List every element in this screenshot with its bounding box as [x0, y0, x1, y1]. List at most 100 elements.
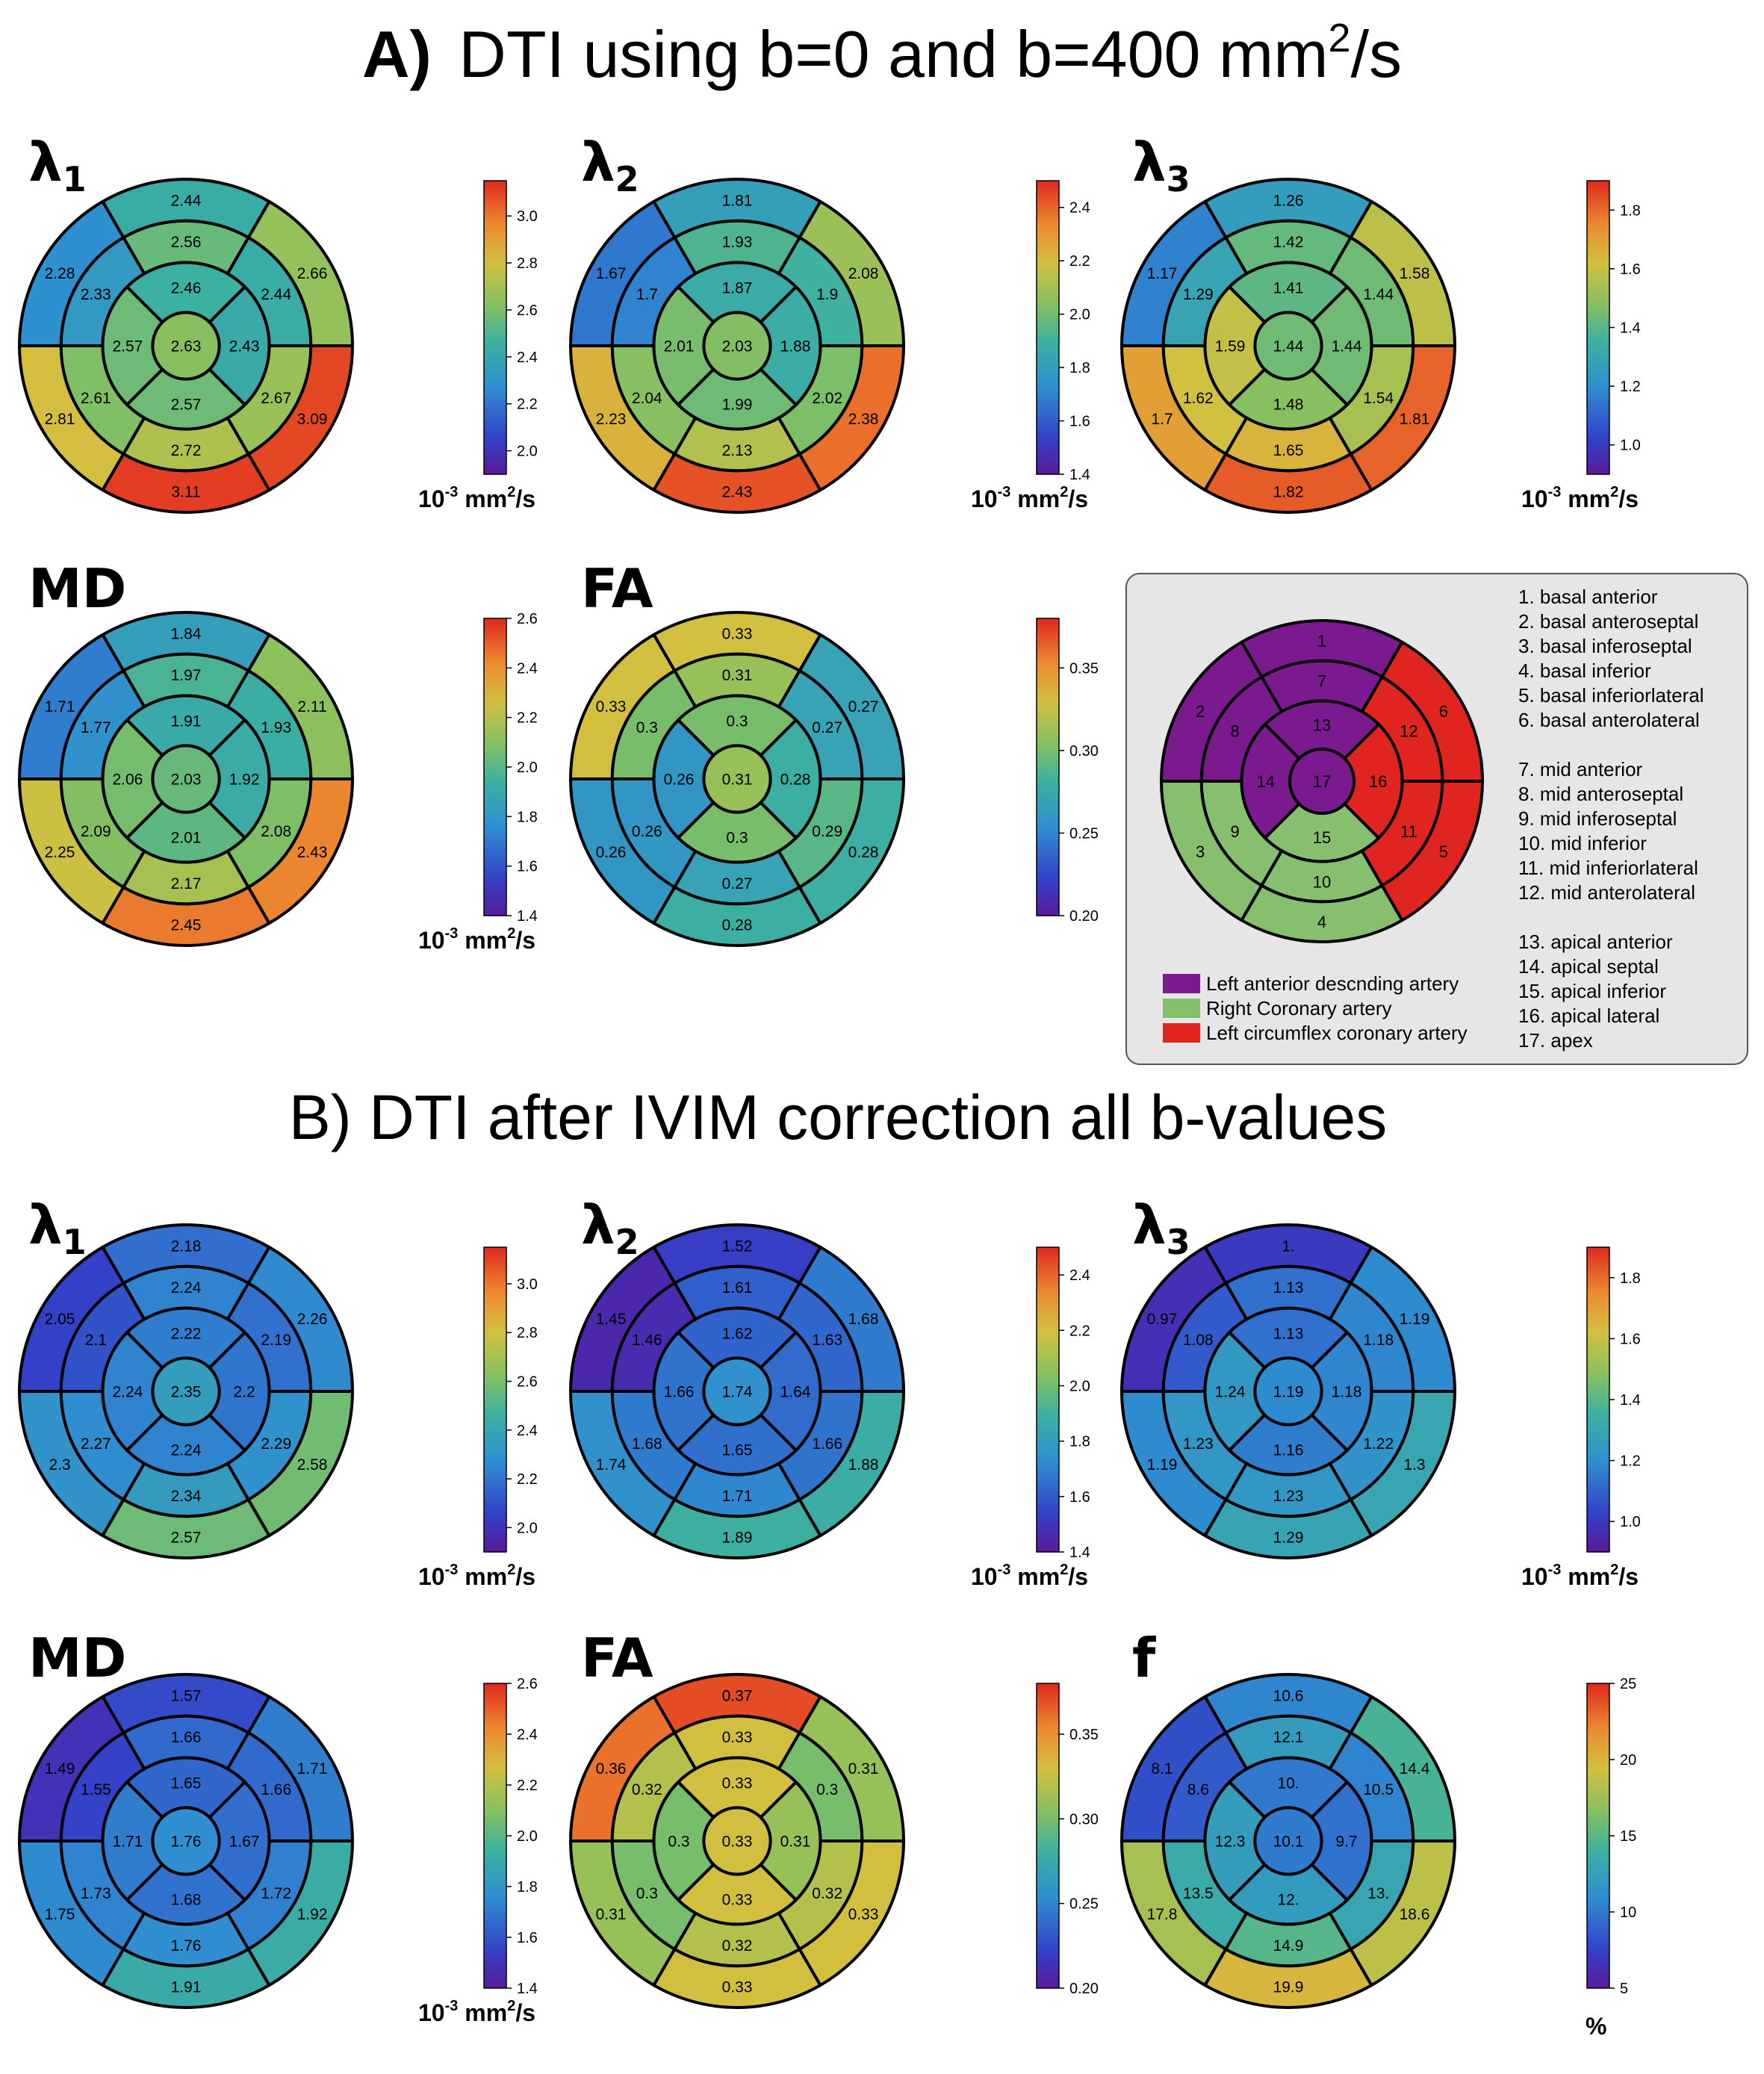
segment-label-2: 1.45	[596, 1311, 627, 1328]
section-a-title: A) DTI using b=0 and b=400 mm2/s	[362, 16, 1402, 91]
segment-label-1: 0.37	[722, 1687, 753, 1704]
segment-label-5: 3.09	[297, 411, 328, 428]
legend-segment-name: 9. mid inferoseptal	[1518, 807, 1677, 830]
colorbar	[483, 180, 507, 475]
segment-label-8: 0.32	[632, 1781, 662, 1798]
segment-label-3: 1.74	[596, 1456, 627, 1474]
segment-label-3: 3	[1196, 842, 1205, 861]
segment-label-17: 2.03	[722, 338, 753, 356]
colorbar-tick-label: 1.4	[1069, 1544, 1090, 1561]
segment-label-7: 1.42	[1273, 234, 1304, 251]
segment-label-2: 0.33	[596, 698, 627, 715]
segment-label-8: 0.3	[636, 719, 658, 736]
segment-17	[151, 1806, 221, 1876]
colorbar-tick-label: 1.8	[1620, 1270, 1641, 1287]
segment-label-16: 1.18	[1332, 1384, 1362, 1401]
segment-label-8: 1.77	[81, 719, 111, 736]
segment-label-15: 2.57	[171, 397, 202, 414]
segment-label-5: 2.58	[297, 1456, 328, 1474]
segment-label-14: 2.57	[112, 338, 143, 356]
colorbar-tick-label: 1.0	[1620, 1514, 1641, 1530]
segment-label-2: 2	[1196, 702, 1205, 721]
segment-label-7: 1.93	[722, 234, 753, 251]
segment-label-17: 2.35	[171, 1384, 202, 1401]
segment-label-14: 1.66	[664, 1384, 695, 1401]
segment-17	[702, 1356, 772, 1426]
segment-label-13: 0.3	[726, 713, 748, 730]
segment-label-6: 2.66	[297, 265, 328, 282]
panel-label-name: MD	[28, 557, 126, 620]
segment-label-17: 10.1	[1273, 1834, 1304, 1851]
segment-label-1: 0.33	[722, 625, 753, 642]
segment-label-1: 1.	[1282, 1238, 1295, 1255]
panel-b-lambda3: 1.0.971.191.291.31.191.131.081.231.231.2…	[1120, 1193, 1641, 1590]
segment-label-9: 2.09	[81, 823, 111, 840]
segment-label-8: 8	[1230, 722, 1239, 741]
segment-label-4: 4	[1317, 913, 1326, 931]
section-a-suffix: /s	[1351, 17, 1402, 91]
segment-label-4: 1.29	[1273, 1530, 1304, 1547]
colorbar-tick-label: 2.4	[517, 1423, 538, 1439]
unit-label-percent: %	[1586, 2013, 1606, 2040]
colorbar-tick-label: 2.4	[1069, 1267, 1090, 1284]
panel-label: λ2	[581, 1193, 639, 1262]
section-b-title: B) DTI after IVIM correction all b-value…	[289, 1082, 1387, 1152]
segment-label-5: 1.3	[1403, 1456, 1425, 1474]
colorbar-tick-label: 2.2	[517, 397, 538, 413]
segment-label-15: 0.3	[726, 830, 748, 847]
segment-label-10: 10	[1313, 872, 1331, 891]
segment-label-13: 1.91	[171, 713, 202, 730]
segment-label-9: 0.3	[636, 1885, 658, 1902]
segment-label-16: 0.31	[780, 1834, 811, 1851]
segment-label-4: 0.28	[722, 917, 753, 934]
legend-segment-name: 5. basal inferiorlateral	[1518, 684, 1704, 707]
panel-label-subscript: 1	[63, 1222, 87, 1262]
unit-label: 10-3 mm2/s	[418, 1562, 535, 1590]
colorbar-tick-label: 2.6	[517, 302, 538, 319]
segment-label-4: 3.11	[171, 484, 200, 501]
panel-b-f: 10.68.117.819.918.614.412.18.613.514.913…	[1120, 1627, 1636, 2040]
colorbar-tick-label: 2.0	[1069, 307, 1090, 323]
segment-label-6: 1.58	[1400, 265, 1430, 282]
segment-label-17: 17	[1313, 772, 1331, 791]
segment-label-16: 1.64	[780, 1384, 811, 1401]
unit-label: 10-3 mm2/s	[971, 484, 1088, 512]
panel-a-lambda1: 2.442.282.813.113.092.662.562.332.612.72…	[18, 131, 538, 514]
colorbar-tick-label: 3.0	[517, 1276, 538, 1293]
segment-label-5: 2.43	[297, 844, 328, 861]
segment-17	[151, 311, 221, 381]
legend-segment-name: 6. basal anterolateral	[1518, 709, 1700, 731]
segment-label-14: 1.71	[112, 1834, 143, 1851]
segment-label-15: 1.99	[722, 397, 753, 414]
legend-swatch-lad	[1163, 974, 1200, 993]
panel-label-name: FA	[581, 1627, 653, 1689]
colorbar-tick-label: 0.25	[1069, 825, 1099, 842]
segment-label-6: 2.08	[848, 265, 879, 282]
segment-label-17: 1.44	[1273, 338, 1304, 356]
segment-label-9: 2.04	[632, 390, 662, 407]
legend-label-rca: Right Coronary artery	[1206, 997, 1392, 1019]
segment-label-12: 1.66	[261, 1781, 291, 1798]
colorbar-tick-label: 1.4	[1620, 320, 1641, 337]
segment-label-5: 1.88	[848, 1456, 879, 1474]
colorbar-tick-label: 1.8	[517, 809, 538, 825]
segment-label-1: 10.6	[1273, 1687, 1304, 1704]
segment-label-7: 7	[1317, 672, 1326, 691]
segment-label-5: 1.92	[297, 1906, 328, 1923]
segment-label-4: 1.89	[722, 1530, 753, 1547]
segment-label-15: 2.01	[171, 830, 202, 847]
panel-label: λ1	[28, 1193, 87, 1262]
segment-label-12: 2.44	[261, 286, 291, 303]
segment-label-15: 15	[1313, 828, 1331, 847]
segment-label-6: 1.71	[297, 1760, 328, 1778]
legend-swatch-rca	[1163, 999, 1200, 1018]
segment-label-8: 1.29	[1183, 286, 1214, 303]
colorbar-tick-label: 1.8	[1620, 202, 1641, 219]
segment-label-7: 2.24	[171, 1279, 202, 1297]
segment-label-12: 0.3	[816, 1781, 838, 1798]
segment-label-4: 0.33	[722, 1979, 753, 1996]
panel-a-lambda3: 1.26 1.17 1.7 1.82 1.81 1.58 1.42 1.29 1.62 1.65 1…	[1120, 131, 1641, 514]
segment-label-10: 2.17	[171, 875, 202, 892]
colorbar-tick-label: 0.20	[1069, 1981, 1099, 1997]
segment-label-2: 1.49	[45, 1760, 75, 1778]
